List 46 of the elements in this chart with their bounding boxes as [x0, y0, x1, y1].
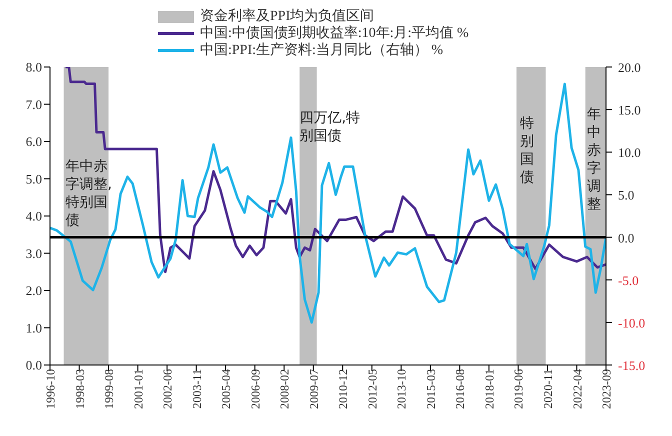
x-tick-label: 2015-03 — [424, 369, 438, 409]
x-tick-label: 2002-06 — [160, 369, 175, 409]
x-tick-label: 1996-10 — [44, 369, 58, 409]
legend-label: 中国:中债国债到期收益率:10年:月:平均值 % — [200, 25, 469, 42]
x-tick-label: 2023-09 — [600, 369, 614, 409]
annotation: 四万亿,特别国债 — [300, 110, 360, 144]
y2-tick-label: 20.0 — [618, 60, 641, 75]
y2-tick-label: 15.0 — [618, 102, 641, 118]
x-tick-label: 2006-09 — [248, 369, 262, 409]
line-series — [50, 82, 606, 324]
x-tick-label: 2010-12 — [336, 369, 350, 409]
x-tick-label: 2009-07 — [306, 369, 321, 409]
annotation: 年中赤字调整,特别国债 — [65, 158, 112, 228]
y-tick-label: 1.0 — [26, 320, 42, 336]
y2-tick-label: -15.0 — [618, 358, 646, 373]
line-series — [64, 67, 606, 274]
x-tick-label: 2019-06 — [512, 369, 526, 409]
x-tick-label: 2003-11 — [190, 369, 204, 409]
y2-tick-label: -10.0 — [618, 315, 646, 330]
y2-tick-label: 10.0 — [618, 145, 641, 160]
y-tick-label: 3.0 — [26, 246, 42, 261]
y2-tick-label: 0.0 — [618, 230, 634, 246]
y-tick-label: 4.0 — [26, 208, 42, 224]
x-tick-label: 1999-08 — [102, 369, 116, 409]
x-tick-label: 2012-05 — [365, 369, 380, 409]
annotation: 年中赤字调整 — [587, 106, 602, 212]
x-tick-label: 2005-04 — [219, 369, 234, 409]
y-tick-label: 5.0 — [26, 171, 42, 186]
x-tick-label: 1998-03 — [72, 369, 87, 409]
x-tick-label: 2001-01 — [131, 369, 146, 409]
legend-label: 中国:PPI:生产资料:当月同比（右轴） % — [200, 42, 444, 59]
x-tick-label: 2013-10 — [394, 369, 409, 409]
x-tick-label: 2018-01 — [482, 369, 496, 409]
y-tick-label: 7.0 — [26, 96, 42, 112]
x-tick-label: 2022-04 — [570, 369, 584, 409]
annotation: 特别国债 — [520, 116, 534, 186]
x-tick-label: 2020-11 — [540, 369, 555, 409]
y2-tick-label: 5.0 — [618, 188, 634, 203]
y-tick-label: 2.0 — [26, 283, 42, 298]
y-tick-label: 6.0 — [26, 134, 42, 150]
y2-tick-label: -5.0 — [618, 272, 639, 288]
y-tick-label: 8.0 — [26, 60, 42, 75]
x-tick-label: 2016-08 — [453, 369, 468, 409]
legend-label: 资金利率及PPI均为负值区间 — [200, 8, 374, 25]
x-tick-label: 2008-02 — [278, 369, 292, 409]
y-tick-label: 0.0 — [26, 358, 42, 373]
